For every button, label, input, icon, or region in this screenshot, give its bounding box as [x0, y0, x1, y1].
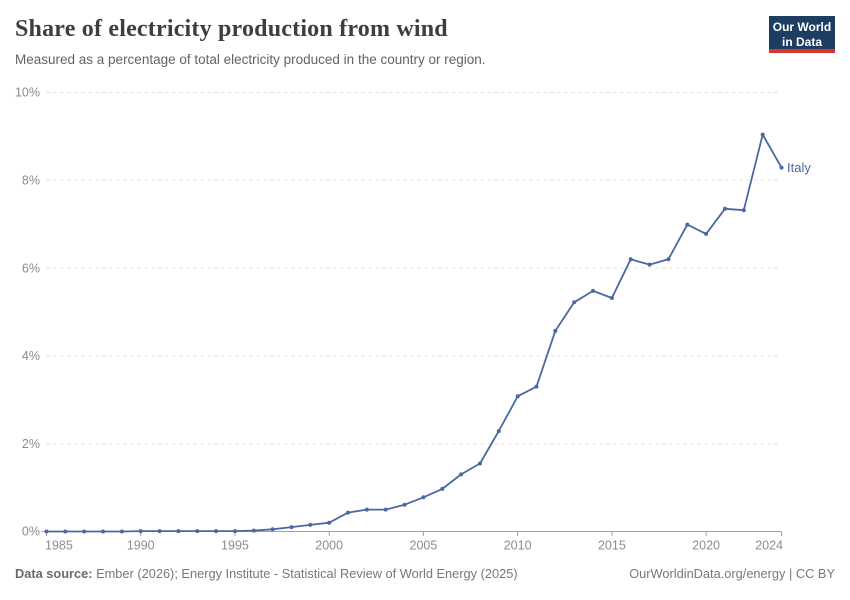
data-point-1993[interactable]	[195, 529, 200, 534]
data-point-2006[interactable]	[440, 486, 445, 491]
data-source-text: Ember (2026); Energy Institute - Statist…	[92, 566, 518, 581]
data-point-1996[interactable]	[251, 528, 256, 533]
x-tick-label-1995: 1995	[221, 539, 249, 553]
data-point-1998[interactable]	[289, 525, 294, 530]
data-source-note: Data source: Ember (2026); Energy Instit…	[15, 566, 518, 581]
x-tick-label-2010: 2010	[504, 539, 532, 553]
data-point-2024[interactable]	[779, 165, 784, 170]
data-point-1991[interactable]	[157, 529, 162, 534]
data-point-1990[interactable]	[138, 529, 143, 534]
data-point-1985[interactable]	[44, 529, 49, 534]
data-point-2022[interactable]	[741, 208, 746, 213]
y-tick-label-10: 10%	[15, 86, 40, 100]
data-point-2013[interactable]	[572, 300, 577, 305]
y-tick-label-6: 6%	[22, 261, 40, 275]
series-line-italy[interactable]	[45, 133, 783, 533]
data-point-1992[interactable]	[176, 529, 181, 534]
data-point-2023[interactable]	[760, 132, 765, 137]
x-tick-label-1990: 1990	[127, 539, 155, 553]
data-point-1986[interactable]	[63, 529, 68, 534]
chart-header: Share of electricity production from win…	[15, 16, 835, 67]
owid-logo[interactable]: Our World in Data	[769, 16, 835, 53]
data-point-2010[interactable]	[515, 394, 520, 399]
y-tick-label-2: 2%	[22, 437, 40, 451]
data-point-2019[interactable]	[685, 222, 690, 227]
data-point-1988[interactable]	[101, 529, 105, 534]
data-point-2004[interactable]	[402, 502, 407, 507]
owid-link[interactable]: OurWorldinData.org/energy | CC BY	[629, 566, 835, 581]
y-tick-label-0: 0%	[22, 525, 40, 539]
data-point-2012[interactable]	[553, 328, 558, 333]
data-source-label: Data source:	[15, 566, 93, 581]
data-point-2008[interactable]	[478, 461, 482, 466]
data-point-2007[interactable]	[459, 472, 464, 477]
data-point-1989[interactable]	[119, 529, 124, 534]
chart-subtitle: Measured as a percentage of total electr…	[15, 52, 486, 67]
y-tick-label-8: 8%	[22, 174, 40, 188]
data-point-2000[interactable]	[327, 520, 332, 525]
x-tick-label-2020: 2020	[692, 539, 720, 553]
x-tick-label-2000: 2000	[315, 539, 343, 553]
data-point-2005[interactable]	[421, 495, 426, 500]
chart-footer: Data source: Ember (2026); Energy Instit…	[15, 566, 835, 581]
data-point-1999[interactable]	[308, 522, 313, 527]
owid-logo-line2: in Data	[781, 34, 822, 49]
data-point-2016[interactable]	[628, 257, 633, 262]
series-end-label-italy[interactable]: Italy	[787, 160, 811, 175]
data-point-1995[interactable]	[233, 529, 237, 534]
y-tick-label-4: 4%	[22, 349, 40, 363]
x-tick-label-1985: 1985	[45, 539, 73, 553]
data-point-1997[interactable]	[270, 527, 275, 532]
data-point-2021[interactable]	[723, 206, 727, 211]
x-tick-label-2005: 2005	[410, 539, 438, 553]
data-point-2018[interactable]	[666, 257, 671, 262]
owid-logo-line1: Our World	[772, 20, 832, 34]
data-point-2020[interactable]	[704, 231, 709, 236]
data-point-1994[interactable]	[214, 529, 219, 534]
x-tick-label-2015: 2015	[598, 539, 626, 553]
data-point-2003[interactable]	[383, 507, 388, 512]
data-point-2014[interactable]	[591, 288, 595, 293]
data-point-1987[interactable]	[82, 529, 87, 534]
data-point-2015[interactable]	[609, 296, 614, 300]
data-point-2009[interactable]	[496, 429, 501, 433]
page-title: Share of electricity production from win…	[15, 16, 448, 42]
data-point-2002[interactable]	[364, 507, 369, 512]
data-point-2011[interactable]	[534, 384, 539, 389]
x-tick-label-2024: 2024	[755, 539, 783, 553]
data-point-2001[interactable]	[346, 510, 350, 515]
data-point-2017[interactable]	[647, 262, 652, 267]
